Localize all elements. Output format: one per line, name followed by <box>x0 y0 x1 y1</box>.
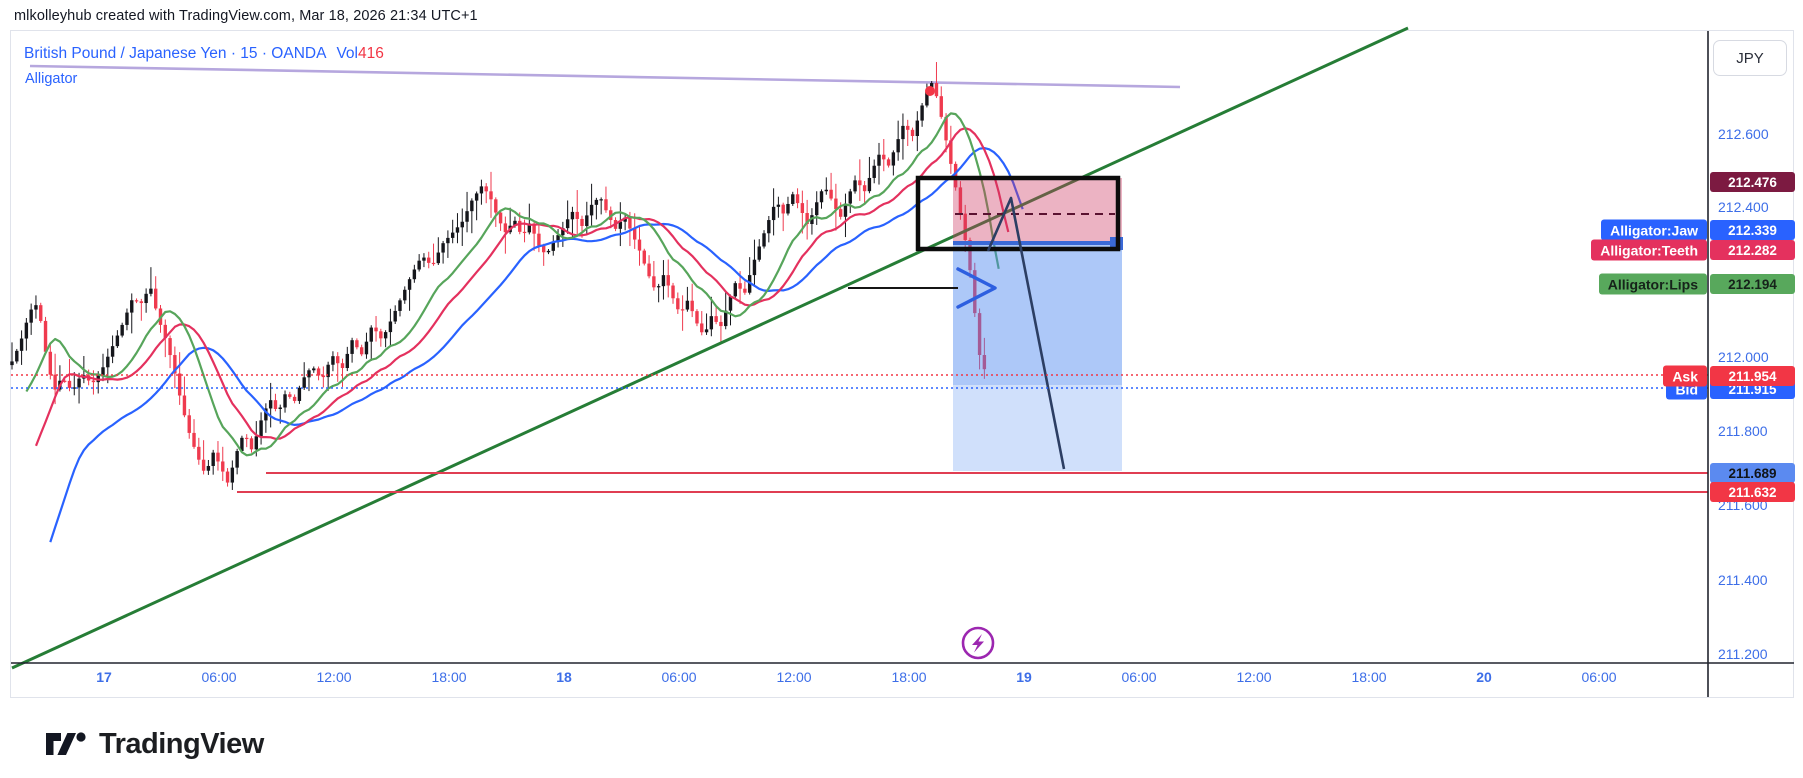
tradingview-logo-icon <box>46 732 86 755</box>
time-axis-label: 18:00 <box>891 669 927 685</box>
badge-tag-alligator-teeth: Alligator:Teeth <box>1591 239 1707 261</box>
axis-badge-ask: 211.954 <box>1710 366 1795 386</box>
symbol-title[interactable]: British Pound / Japanese Yen · 15 · OAND… <box>24 45 384 63</box>
time-axis-label: 18:00 <box>431 669 467 685</box>
time-axis-label: 06:00 <box>1581 669 1617 685</box>
price-axis-label: 212.600 <box>1718 126 1769 142</box>
volume-value: 416 <box>358 45 384 62</box>
badge-tag-alligator-lips: Alligator:Lips <box>1598 273 1707 295</box>
currency-toggle-button[interactable]: JPY <box>1713 40 1787 76</box>
time-axis-label: 18:00 <box>1351 669 1387 685</box>
symbol-name: British Pound / Japanese Yen · 15 · OAND… <box>24 45 327 62</box>
time-axis-label: 06:00 <box>1121 669 1157 685</box>
badge-tag-alligator-jaw: Alligator:Jaw <box>1601 219 1707 241</box>
time-axis-label: 06:00 <box>661 669 697 685</box>
indicator-legend-alligator[interactable]: Alligator <box>25 71 78 87</box>
axis-badge-alligator-teeth: 212.282 <box>1710 240 1795 260</box>
price-axis-label: 211.400 <box>1718 572 1768 588</box>
axis-badge-stop-price: 212.476 <box>1710 172 1795 192</box>
bolt-drawing-icon[interactable] <box>961 626 995 660</box>
tradingview-logo-text: TradingView <box>99 727 264 760</box>
badge-tag-ask: Ask <box>1663 365 1707 387</box>
time-axis-label: 12:00 <box>1236 669 1272 685</box>
time-axis-label: 17 <box>96 669 112 685</box>
tradingview-logo-link[interactable]: TradingView <box>45 722 264 766</box>
price-axis-label: 211.800 <box>1718 423 1768 439</box>
time-axis-label: 20 <box>1476 669 1492 685</box>
axis-badge-alligator-lips: 212.194 <box>1710 274 1795 294</box>
attribution-text: mlkolleyhub created with TradingView.com… <box>14 8 478 24</box>
axis-badge-projection-target: 211.689 <box>1710 463 1795 483</box>
time-axis-label: 12:00 <box>776 669 812 685</box>
price-axis-label: 211.200 <box>1718 646 1768 662</box>
time-axis-label: 12:00 <box>316 669 352 685</box>
time-axis-label: 19 <box>1016 669 1032 685</box>
price-axis-label: 212.400 <box>1718 199 1769 215</box>
time-axis-label: 18 <box>556 669 572 685</box>
volume-label: Vol <box>336 45 358 62</box>
price-axis-label: 212.000 <box>1718 349 1769 365</box>
time-axis-label: 06:00 <box>201 669 237 685</box>
axis-badge-alligator-jaw: 212.339 <box>1710 220 1795 240</box>
axis-badge-support-level: 211.632 <box>1710 482 1795 502</box>
